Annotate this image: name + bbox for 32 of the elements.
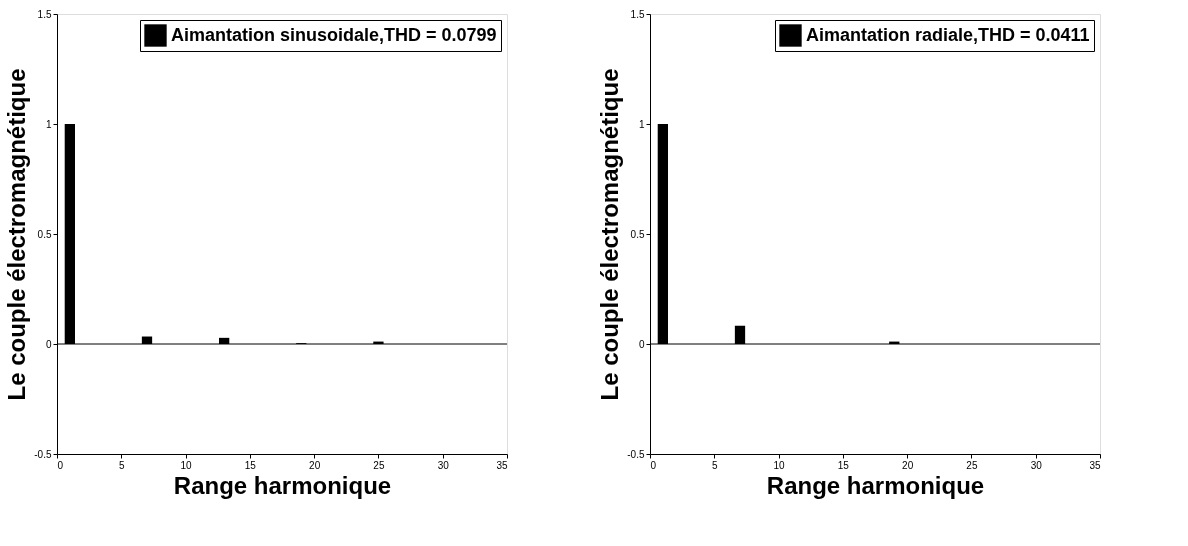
x-tick-label: 0 xyxy=(650,459,657,471)
x-tick-label: 25 xyxy=(373,459,385,471)
x-tick-label: 10 xyxy=(773,459,786,471)
y-tick-label: 0.5 xyxy=(630,228,645,240)
x-tick-label: 5 xyxy=(119,459,125,471)
legend-label: Aimantation radiale,THD = 0.0411 xyxy=(806,24,1090,45)
y-axis-title: Le couple électromagnétique xyxy=(596,68,624,401)
y-tick-label: 1 xyxy=(638,118,645,130)
x-tick-label: 15 xyxy=(837,459,850,471)
x-tick-label: 25 xyxy=(966,459,978,471)
x-tick-label: 35 xyxy=(1089,459,1101,471)
y-tick-label: -0.5 xyxy=(627,448,645,460)
x-tick-label: 15 xyxy=(244,459,257,471)
x-axis-title: Range harmonique xyxy=(173,471,392,499)
x-tick-label: 10 xyxy=(180,459,193,471)
x-tick-label: 20 xyxy=(309,459,321,471)
x-tick-label: 20 xyxy=(902,459,914,471)
x-axis-title: Range harmonique xyxy=(766,471,985,499)
x-tick-label: 35 xyxy=(496,459,508,471)
x-tick-label: 30 xyxy=(1030,459,1043,471)
x-tick-label: 5 xyxy=(712,459,718,471)
y-tick-label: -0.5 xyxy=(34,448,52,460)
y-tick-label: 0 xyxy=(638,338,645,350)
y-tick-label: 1.5 xyxy=(630,8,645,20)
y-tick-label: 1 xyxy=(45,118,52,130)
x-tick-label: 30 xyxy=(437,459,450,471)
y-tick-label: 1.5 xyxy=(37,8,52,20)
y-tick-label: 0.5 xyxy=(37,228,52,240)
x-tick-label: 0 xyxy=(57,459,64,471)
legend-label: Aimantation sinusoidale,THD = 0.0799 xyxy=(171,24,497,45)
y-axis-title: Le couple électromagnétique xyxy=(3,68,31,401)
y-tick-label: 0 xyxy=(45,338,52,350)
